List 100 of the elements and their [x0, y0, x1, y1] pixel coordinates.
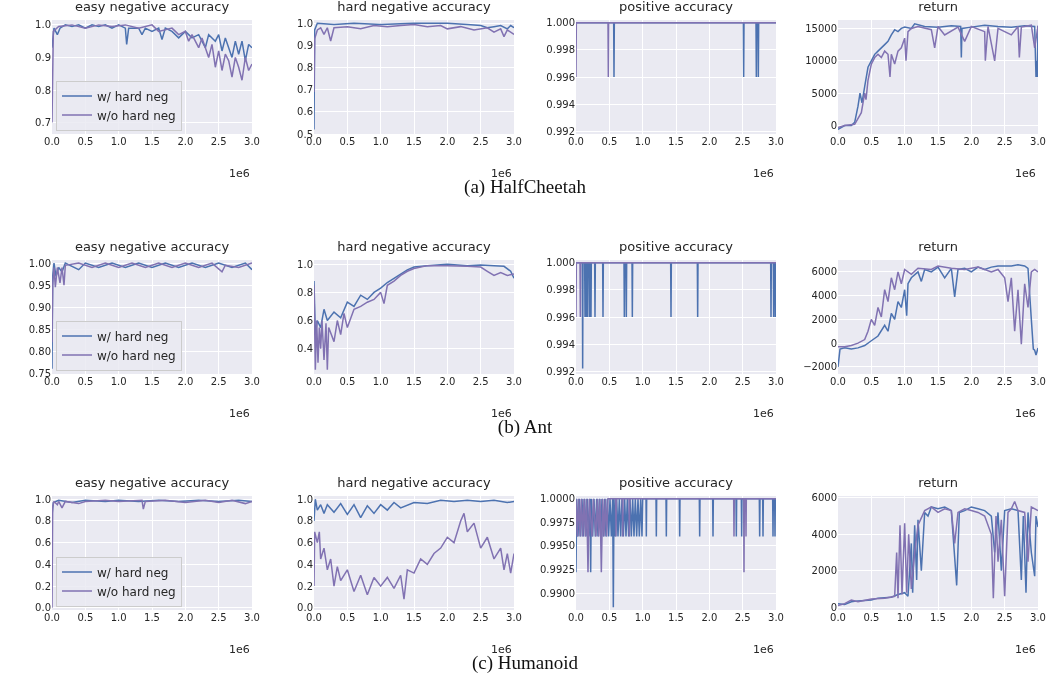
x-tick-label: 3.0: [1030, 136, 1046, 147]
y-tick-label: 0.9: [297, 39, 313, 51]
x-tick-label: 2.0: [963, 136, 980, 147]
y-tick-label: 0.8: [297, 515, 313, 527]
legend-label: w/o hard neg: [97, 348, 176, 363]
chart-title: easy negative accuracy: [74, 0, 230, 14]
y-tick-label: 1.0: [35, 19, 51, 31]
x-tick-label: 1.0: [634, 136, 651, 147]
x-tick-label: 2.0: [439, 612, 456, 623]
y-tick-label: 0.7: [297, 84, 313, 96]
y-tick-label: −2000: [803, 361, 837, 373]
y-tick-label: 6000: [811, 266, 837, 278]
y-tick-label: 0.992: [546, 125, 575, 137]
x-tick-label: 1.0: [634, 612, 651, 623]
y-tick-label: 0.90: [28, 301, 51, 313]
y-tick-label: 0.8: [35, 84, 51, 96]
x-tick-label: 0.5: [339, 612, 356, 623]
chart-title: hard negative accuracy: [337, 0, 491, 14]
x-tick-label: 1.0: [372, 136, 389, 147]
y-tick-label: 0.996: [546, 311, 575, 323]
y-tick-label: 0.9: [35, 51, 51, 63]
chart-title: easy negative accuracy: [74, 238, 230, 254]
x-tick-label: 1.5: [930, 376, 946, 387]
x-tick-label: 0.5: [77, 136, 94, 147]
x-tick-label: 0.0: [568, 376, 584, 387]
line-series: [314, 498, 514, 522]
y-tick-label: 0.0: [297, 602, 313, 614]
x-tick-label: 0.5: [601, 612, 618, 623]
line-series: [314, 23, 514, 93]
x-tick-label: 1.0: [896, 136, 913, 147]
x-tick-label: 0.5: [77, 376, 94, 387]
y-tick-label: 0.7: [35, 117, 51, 129]
x-tick-label: 3.0: [506, 376, 522, 387]
line-series: [838, 265, 1038, 348]
x-tick-label: 0.5: [863, 612, 880, 623]
x-tick-label: 1.5: [406, 136, 422, 147]
y-tick-label: 0.2: [297, 580, 313, 592]
line-series: [52, 499, 252, 609]
y-tick-label: 0.998: [546, 44, 575, 56]
line-series: [52, 24, 252, 62]
x-tick-label: 2.5: [734, 376, 751, 387]
x-tick-label: 2.5: [734, 136, 751, 147]
x-tick-label: 1.0: [372, 612, 389, 623]
x-tick-label: 0.5: [339, 376, 356, 387]
y-tick-label: 0.996: [546, 71, 575, 83]
y-tick-label: 0.6: [297, 106, 313, 118]
chart-title: easy negative accuracy: [74, 474, 230, 490]
x-tick-label: 1.0: [896, 376, 913, 387]
x-tick-label: 0.5: [77, 612, 94, 623]
y-tick-label: 0.994: [546, 98, 575, 110]
y-tick-label: 1.0: [35, 493, 51, 505]
x-tick-label: 1.0: [110, 612, 127, 623]
x-tick-label: 3.0: [1030, 612, 1046, 623]
x-tick-label: 2.5: [210, 376, 227, 387]
text: 1e6: [753, 407, 774, 420]
x-tick-label: 2.5: [472, 376, 489, 387]
x-tick-label: 3.0: [768, 136, 784, 147]
y-tick-label: 0.0: [35, 602, 51, 614]
y-tick-label: 0.9900: [540, 587, 575, 599]
y-tick-label: 5000: [811, 87, 837, 99]
legend-label: w/o hard neg: [97, 584, 176, 599]
x-tick-label: 2.5: [996, 136, 1013, 147]
x-tick-label: 2.0: [177, 612, 194, 623]
y-tick-label: 1.000: [546, 257, 575, 269]
x-tick-label: 0.0: [306, 376, 322, 387]
x-tick-label: 2.5: [734, 612, 751, 623]
x-tick-label: 1.5: [406, 612, 422, 623]
y-tick-label: 2000: [811, 313, 837, 325]
x-tick-label: 3.0: [244, 136, 260, 147]
chart-title: return: [918, 474, 958, 490]
x-tick-label: 2.5: [996, 376, 1013, 387]
y-tick-label: 0: [830, 337, 837, 349]
text: 1e6: [1015, 167, 1036, 180]
x-tick-label: 0.5: [601, 376, 618, 387]
x-tick-label: 3.0: [506, 136, 522, 147]
x-tick-label: 1.5: [668, 136, 684, 147]
x-tick-label: 2.5: [472, 612, 489, 623]
line-series: [52, 262, 252, 344]
y-tick-label: 2000: [811, 565, 837, 577]
text: 1e6: [753, 643, 774, 656]
y-tick-label: 0: [830, 120, 837, 132]
y-tick-label: 4000: [811, 528, 837, 540]
chart-title: positive accuracy: [619, 474, 734, 490]
y-tick-label: 0.2: [35, 580, 51, 592]
legend-label: w/o hard neg: [97, 108, 176, 123]
x-tick-label: 0.0: [568, 612, 584, 623]
x-tick-label: 0.5: [863, 376, 880, 387]
y-tick-label: 0.994: [546, 338, 575, 350]
line-series: [838, 264, 1038, 368]
chart-title: hard negative accuracy: [337, 474, 491, 490]
chart-title: hard negative accuracy: [337, 238, 491, 254]
x-tick-label: 3.0: [506, 612, 522, 623]
y-tick-label: 0.9950: [540, 540, 575, 552]
x-tick-label: 2.0: [963, 612, 980, 623]
x-tick-label: 0.0: [44, 376, 60, 387]
x-tick-label: 1.5: [930, 136, 946, 147]
y-tick-label: 0.4: [35, 558, 51, 570]
text: 1e6: [753, 167, 774, 180]
chart-title: positive accuracy: [619, 0, 734, 14]
x-tick-label: 2.5: [210, 136, 227, 147]
